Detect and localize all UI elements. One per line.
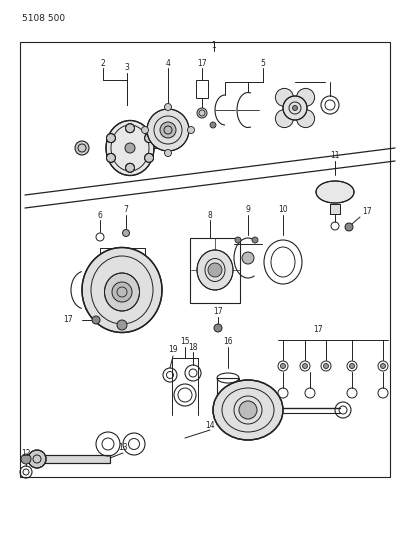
Bar — [45, 455, 110, 463]
Text: 2: 2 — [101, 59, 105, 68]
Circle shape — [324, 364, 328, 368]
Ellipse shape — [104, 273, 140, 311]
Ellipse shape — [147, 109, 189, 151]
Ellipse shape — [197, 250, 233, 290]
Circle shape — [345, 223, 353, 231]
Circle shape — [252, 237, 258, 243]
Text: 10: 10 — [278, 206, 288, 214]
Text: 1: 1 — [212, 42, 216, 51]
Circle shape — [92, 316, 100, 324]
Text: 11: 11 — [330, 150, 340, 159]
Circle shape — [112, 282, 132, 302]
Text: 7: 7 — [124, 206, 129, 214]
Circle shape — [275, 110, 293, 127]
Bar — [190, 238, 240, 303]
Circle shape — [302, 364, 308, 368]
Text: 5108 500: 5108 500 — [22, 14, 65, 23]
Circle shape — [122, 230, 129, 237]
Text: 5: 5 — [261, 59, 266, 68]
Ellipse shape — [106, 120, 154, 175]
Text: 17: 17 — [63, 316, 73, 325]
Bar — [330, 204, 340, 214]
Circle shape — [197, 108, 207, 118]
Bar — [45, 455, 110, 463]
Text: 17: 17 — [362, 207, 372, 216]
Ellipse shape — [213, 380, 283, 440]
Circle shape — [188, 126, 195, 133]
Text: 14: 14 — [205, 421, 215, 430]
Circle shape — [106, 154, 115, 163]
Circle shape — [144, 134, 153, 143]
Ellipse shape — [316, 181, 354, 203]
Circle shape — [242, 252, 254, 264]
Bar — [196, 80, 208, 98]
Circle shape — [381, 364, 386, 368]
Circle shape — [160, 122, 176, 138]
Text: 8: 8 — [208, 211, 213, 220]
Circle shape — [126, 124, 135, 133]
Circle shape — [21, 454, 31, 464]
Text: 4: 4 — [166, 59, 171, 68]
Circle shape — [350, 364, 355, 368]
Bar — [330, 204, 340, 214]
Circle shape — [106, 134, 115, 143]
Text: 16: 16 — [223, 337, 233, 346]
Circle shape — [144, 154, 153, 163]
Circle shape — [75, 141, 89, 155]
Circle shape — [281, 364, 286, 368]
Text: 13: 13 — [118, 443, 128, 453]
Circle shape — [239, 401, 257, 419]
Text: 17: 17 — [197, 59, 207, 68]
Ellipse shape — [82, 247, 162, 333]
Circle shape — [297, 110, 315, 127]
Circle shape — [125, 143, 135, 153]
Bar — [20, 42, 390, 477]
Circle shape — [142, 126, 149, 133]
Circle shape — [297, 88, 315, 107]
Text: 18: 18 — [188, 343, 198, 351]
Circle shape — [126, 163, 135, 172]
Text: 19: 19 — [168, 345, 178, 354]
Circle shape — [164, 149, 171, 157]
Circle shape — [293, 106, 297, 110]
Circle shape — [28, 450, 46, 468]
Circle shape — [117, 320, 127, 330]
Text: 9: 9 — [246, 206, 251, 214]
Text: 17: 17 — [213, 308, 223, 317]
Circle shape — [283, 96, 307, 120]
Circle shape — [208, 263, 222, 277]
Circle shape — [235, 237, 241, 243]
Bar — [217, 378, 239, 406]
Text: 3: 3 — [124, 63, 129, 72]
Circle shape — [210, 122, 216, 128]
Circle shape — [164, 103, 171, 110]
Text: 12: 12 — [21, 448, 31, 457]
Text: 15: 15 — [180, 337, 190, 346]
Circle shape — [214, 324, 222, 332]
Text: 6: 6 — [98, 211, 102, 220]
Circle shape — [275, 88, 293, 107]
Text: 17: 17 — [313, 326, 323, 335]
